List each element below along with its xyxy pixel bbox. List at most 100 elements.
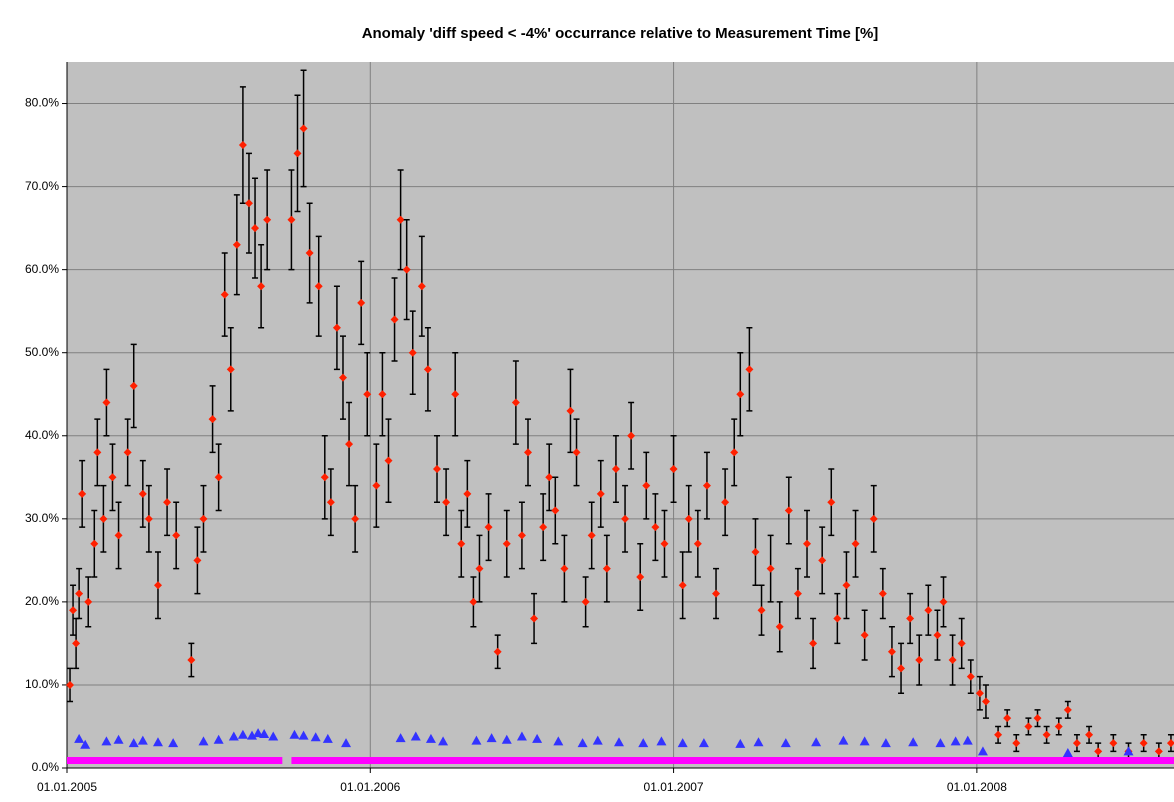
data-point (1072, 739, 1081, 748)
data-point (74, 733, 85, 743)
data-point (523, 448, 532, 457)
data-point (402, 265, 411, 274)
data-point (1042, 730, 1051, 739)
y-tick-label: 10.0% (25, 677, 59, 691)
data-point (384, 456, 393, 465)
data-point (924, 606, 933, 615)
data-point (75, 589, 84, 598)
data-point (251, 224, 260, 233)
data-point (803, 539, 812, 548)
data-point (198, 736, 209, 746)
data-point (592, 735, 603, 745)
data-point (957, 639, 966, 648)
data-point (596, 489, 605, 498)
data-point (232, 240, 241, 249)
data-point (753, 737, 764, 747)
data-point (602, 564, 611, 573)
data-point (1139, 739, 1148, 748)
data-point (721, 498, 730, 507)
data-point (338, 373, 347, 382)
data-point (287, 215, 296, 224)
data-point (677, 738, 688, 748)
data-point (1054, 722, 1063, 731)
data-point (152, 737, 163, 747)
data-point (551, 506, 560, 515)
data-point (80, 739, 91, 749)
data-point (345, 440, 354, 449)
data-point (320, 473, 329, 482)
data-point (1123, 746, 1134, 756)
data-point (486, 733, 497, 743)
data-point (238, 141, 247, 150)
data-point (613, 737, 624, 747)
data-point (581, 597, 590, 606)
data-point (745, 365, 754, 374)
data-point (511, 398, 520, 407)
data-point (751, 548, 760, 557)
data-point (636, 572, 645, 581)
data-point (501, 734, 512, 744)
data-point (213, 734, 224, 744)
data-point (410, 731, 421, 741)
data-point (880, 738, 891, 748)
data-point (451, 390, 460, 399)
data-point (878, 589, 887, 598)
data-point (351, 514, 360, 523)
data-point (780, 738, 791, 748)
data-point (684, 514, 693, 523)
y-tick-label: 50.0% (25, 345, 59, 359)
data-point (253, 728, 264, 738)
data-point (193, 556, 202, 565)
data-point (390, 315, 399, 324)
data-point (621, 514, 630, 523)
data-point (220, 290, 229, 299)
data-point (1003, 714, 1012, 723)
y-tick-label: 20.0% (25, 594, 59, 608)
plot-area (67, 62, 1174, 768)
data-point (811, 737, 822, 747)
data-point (775, 622, 784, 631)
data-point (469, 597, 478, 606)
data-point (818, 556, 827, 565)
data-point (408, 348, 417, 357)
data-point (1062, 748, 1073, 758)
data-point (915, 656, 924, 665)
data-point (129, 381, 138, 390)
x-tick-label: 01.01.2005 (37, 780, 97, 794)
data-point (417, 282, 426, 291)
data-point (153, 581, 162, 590)
data-point (842, 581, 851, 590)
data-point (463, 489, 472, 498)
data-point (90, 539, 99, 548)
data-point (484, 523, 493, 532)
x-tick-label: 01.01.2007 (644, 780, 704, 794)
data-point (438, 736, 449, 746)
data-point (66, 680, 75, 689)
data-point (572, 448, 581, 457)
chart-title: Anomaly 'diff speed < -4%' occurrance re… (362, 25, 879, 42)
data-point (78, 489, 87, 498)
data-point (994, 730, 1003, 739)
y-tick-label: 60.0% (25, 262, 59, 276)
data-point (766, 564, 775, 573)
data-point (1094, 747, 1103, 756)
data-point (114, 531, 123, 540)
data-point (395, 733, 406, 743)
data-point (247, 730, 258, 740)
data-point (378, 390, 387, 399)
data-point (172, 531, 181, 540)
data-point (199, 514, 208, 523)
data-point (566, 406, 575, 415)
data-point (442, 498, 451, 507)
data-point (530, 614, 539, 623)
data-point (897, 664, 906, 673)
data-point (516, 731, 527, 741)
data-point (560, 564, 569, 573)
data-point (577, 738, 588, 748)
data-point (869, 514, 878, 523)
data-point (1154, 747, 1163, 756)
data-point (168, 738, 179, 748)
data-point (948, 656, 957, 665)
